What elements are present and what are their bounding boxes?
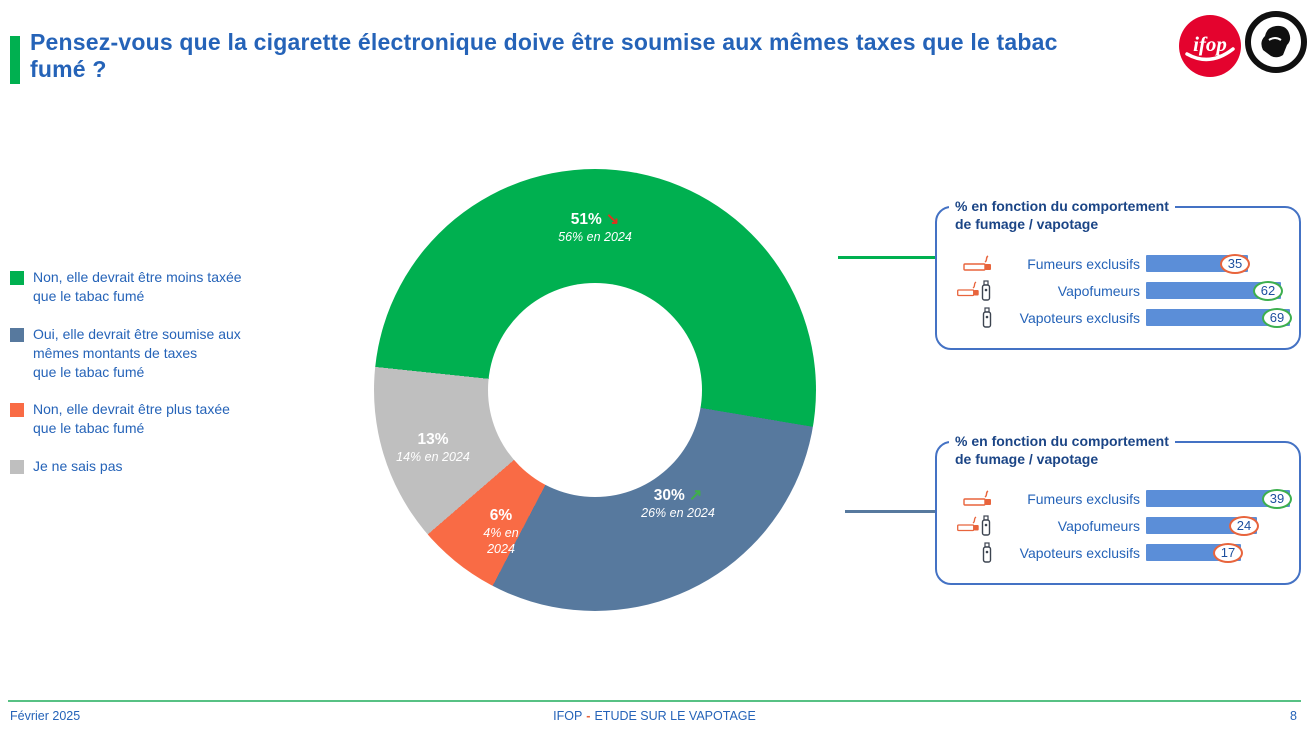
behavior-row: Fumeurs exclusifs 39 bbox=[947, 485, 1293, 512]
segment-value: 51% ↘ bbox=[570, 211, 620, 228]
legend-swatch-orange bbox=[10, 403, 24, 418]
behavior-panel-bottom: % en fonction du comportement de fumage … bbox=[935, 433, 1301, 585]
legend-item-ne-sais-pas: Je ne sais pas bbox=[10, 457, 325, 476]
panel-rows: Fumeurs exclusifs 39 Vapofumeurs 24 Vapo… bbox=[947, 485, 1293, 566]
cigarette-icon bbox=[947, 254, 998, 273]
legend-swatch-gray bbox=[10, 460, 24, 475]
value-circle: 69 bbox=[1262, 307, 1292, 328]
ifop-logo: ifop bbox=[1178, 14, 1242, 78]
donut-label-30: 30% ↗ 26% en 2024 bbox=[608, 485, 748, 522]
panel-rows: Fumeurs exclusifs 35 Vapofumeurs 62 Vapo… bbox=[947, 250, 1293, 331]
cigarette-vape-icon bbox=[947, 514, 998, 537]
footer-study-name: ETUDE SUR LE VAPOTAGE bbox=[594, 709, 756, 723]
behavior-row: Vapofumeurs 24 bbox=[947, 512, 1293, 539]
cigarette-vape-icon bbox=[947, 279, 998, 302]
value-circle: 35 bbox=[1220, 253, 1250, 274]
legend-label: Oui, elle devrait être soumise aux mêmes… bbox=[33, 325, 241, 380]
legend-item-moins-taxee: Non, elle devrait être moins taxée que l… bbox=[10, 268, 325, 306]
trend-down-icon: ↘ bbox=[605, 211, 620, 228]
legend-label: Je ne sais pas bbox=[33, 458, 123, 475]
legend-label: Non, elle devrait être moins taxée que l… bbox=[33, 269, 242, 304]
footer-date: Février 2025 bbox=[10, 709, 81, 723]
behavior-row: Vapofumeurs 62 bbox=[947, 277, 1293, 304]
behavior-label: Vapofumeurs bbox=[1057, 517, 1140, 534]
title-accent-bar bbox=[10, 36, 20, 84]
behavior-panel-top: % en fonction du comportement de fumage … bbox=[935, 198, 1301, 350]
segment-value: 30% ↗ bbox=[653, 487, 703, 504]
legend-swatch-green bbox=[10, 271, 24, 285]
connector-line-blue bbox=[845, 510, 935, 513]
behavior-label: Vapoteurs exclusifs bbox=[1019, 309, 1140, 326]
footer-divider bbox=[8, 700, 1301, 702]
behavior-row: Vapoteurs exclusifs 69 bbox=[947, 304, 1293, 331]
partner-logo bbox=[1244, 10, 1308, 74]
segment-prev-value: 4% en 2024 bbox=[483, 526, 519, 556]
value-circle: 17 bbox=[1213, 542, 1243, 563]
partner-logo-icon bbox=[1245, 11, 1307, 73]
legend-label: Non, elle devrait être plus taxée que le… bbox=[33, 401, 230, 437]
behavior-label: Vapofumeurs bbox=[1057, 282, 1140, 299]
legend-item-plus-taxee: Non, elle devrait être plus taxée que le… bbox=[10, 400, 325, 438]
value-circle: 24 bbox=[1229, 515, 1259, 536]
footer-ifop: IFOP bbox=[553, 709, 583, 723]
behavior-row: Fumeurs exclusifs 35 bbox=[947, 250, 1293, 277]
segment-value: 6% bbox=[489, 507, 513, 524]
donut-label-6: 6% 4% en 2024 bbox=[470, 507, 532, 557]
panel-title: % en fonction du comportement de fumage … bbox=[949, 433, 1175, 469]
segment-prev-value: 56% en 2024 bbox=[558, 230, 632, 244]
trend-up-icon: ↗ bbox=[688, 487, 703, 504]
legend-item-memes-taxes: Oui, elle devrait être soumise aux mêmes… bbox=[10, 325, 325, 382]
value-circle: 62 bbox=[1253, 280, 1283, 301]
panel-title: % en fonction du comportement de fumage … bbox=[949, 198, 1175, 234]
segment-prev-value: 26% en 2024 bbox=[641, 506, 715, 520]
donut-hole bbox=[488, 283, 702, 497]
vape-icon bbox=[947, 541, 998, 564]
ifop-logo-icon: ifop bbox=[1179, 15, 1241, 77]
donut-label-51: 51% ↘ 56% en 2024 bbox=[515, 209, 675, 246]
value-circle: 39 bbox=[1262, 488, 1292, 509]
footer-study-title: IFOP - ETUDE SUR LE VAPOTAGE bbox=[0, 709, 1309, 723]
donut-label-13: 13% 14% en 2024 bbox=[387, 431, 479, 466]
behavior-row: Vapoteurs exclusifs 17 bbox=[947, 539, 1293, 566]
behavior-label: Fumeurs exclusifs bbox=[1027, 490, 1140, 507]
donut-chart: 51% ↘ 56% en 2024 30% ↗ 26% en 2024 6% 4% … bbox=[374, 169, 816, 611]
vape-icon bbox=[947, 306, 998, 329]
behavior-label: Fumeurs exclusifs bbox=[1027, 255, 1140, 272]
value-bar bbox=[1146, 490, 1290, 507]
page-title: Pensez-vous que la cigarette électroniqu… bbox=[30, 29, 1058, 83]
segment-prev-value: 14% en 2024 bbox=[396, 450, 470, 464]
footer-dash: - bbox=[586, 709, 591, 723]
page-number: 8 bbox=[1290, 709, 1297, 723]
connector-line-green bbox=[838, 256, 935, 259]
value-bar bbox=[1146, 282, 1281, 299]
chart-legend: Non, elle devrait être moins taxée que l… bbox=[10, 268, 325, 495]
segment-value: 13% bbox=[417, 431, 449, 448]
behavior-label: Vapoteurs exclusifs bbox=[1019, 544, 1140, 561]
legend-swatch-blue bbox=[10, 327, 24, 342]
value-bar bbox=[1146, 309, 1290, 326]
cigarette-icon bbox=[947, 489, 998, 508]
svg-text:ifop: ifop bbox=[1193, 32, 1227, 56]
